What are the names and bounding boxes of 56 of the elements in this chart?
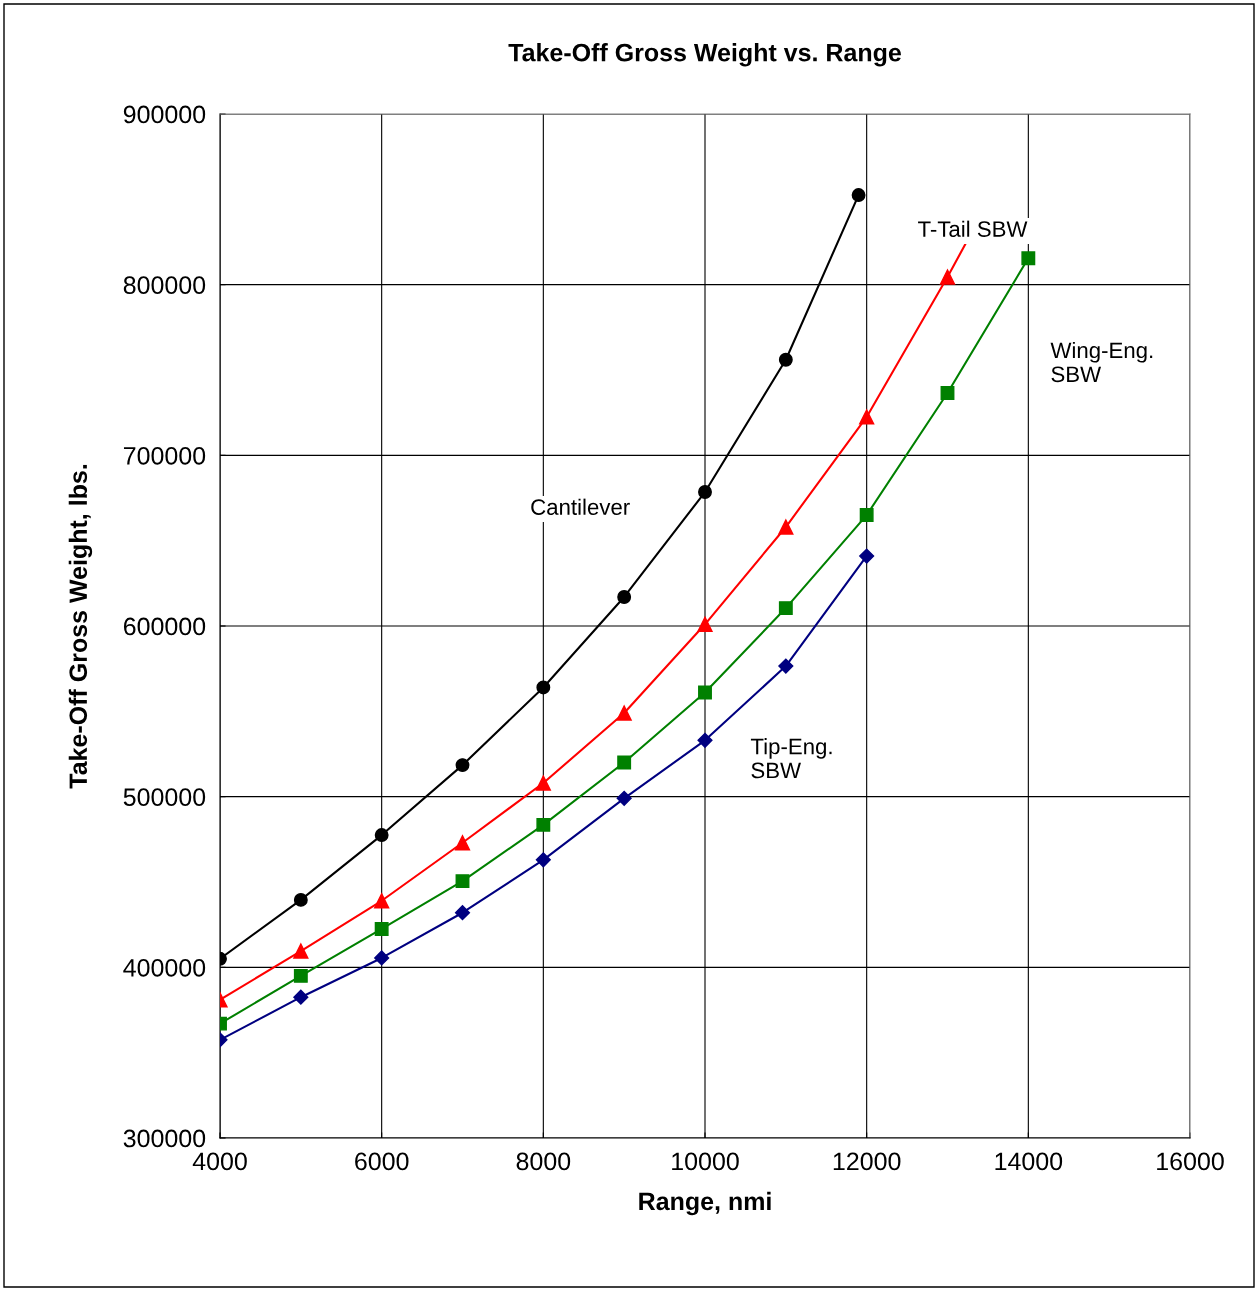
text: Cantilever (531, 498, 630, 515)
point (536, 680, 551, 695)
x-tick-label: 16000 (1157, 1152, 1224, 1171)
x-tick-label: 10000 (672, 1152, 739, 1171)
y-tick-label: 300000 (123, 1129, 206, 1148)
point (778, 519, 794, 535)
x-tick-label: 12000 (833, 1152, 901, 1171)
point (859, 548, 875, 564)
y-tick-label: 700000 (123, 446, 206, 465)
y-tick-label: 400000 (123, 958, 206, 977)
point (293, 989, 309, 1005)
point (454, 835, 471, 851)
point (374, 950, 390, 966)
point (374, 893, 390, 909)
point (455, 758, 470, 773)
point (1021, 251, 1036, 266)
point (374, 828, 389, 843)
point (535, 775, 551, 791)
point (293, 943, 309, 959)
y-tick-label: 800000 (123, 276, 206, 294)
x-tick-label: 6000 (355, 1152, 409, 1171)
y-tick-label: 600000 (123, 617, 206, 636)
y-axis-title: Take-Off Gross Weight, lbs. (68, 464, 93, 789)
point (778, 352, 793, 367)
text: Wing-Eng. SBW (1050, 341, 1153, 383)
point (851, 188, 866, 203)
point (778, 658, 794, 674)
point (698, 685, 712, 700)
point (697, 732, 713, 748)
point (617, 590, 632, 604)
x-axis-title: Range, nmi (639, 1191, 771, 1216)
point (455, 874, 470, 889)
point (939, 269, 956, 285)
x-tick-label: 4000 (192, 1152, 247, 1171)
point (859, 409, 875, 425)
point (535, 852, 551, 868)
point (616, 705, 632, 721)
x-tick-label: 8000 (516, 1152, 571, 1171)
series-label: T-Tail SBW (918, 220, 1028, 237)
point (778, 601, 793, 616)
point (536, 817, 551, 832)
series-label: Tip-Eng. SBW (750, 738, 832, 779)
point (374, 921, 389, 936)
x-tick-label: 14000 (995, 1152, 1063, 1171)
point (697, 616, 713, 632)
point (617, 755, 632, 770)
point (616, 790, 632, 806)
point (293, 892, 308, 907)
point (940, 386, 955, 400)
y-tick-label: 900000 (123, 105, 206, 124)
y-tick-label: 500000 (123, 788, 206, 806)
point (859, 508, 874, 523)
chart-title: Take-Off Gross Weight vs. Range (508, 43, 901, 67)
point (293, 968, 308, 983)
point (698, 485, 712, 499)
point (454, 905, 471, 921)
